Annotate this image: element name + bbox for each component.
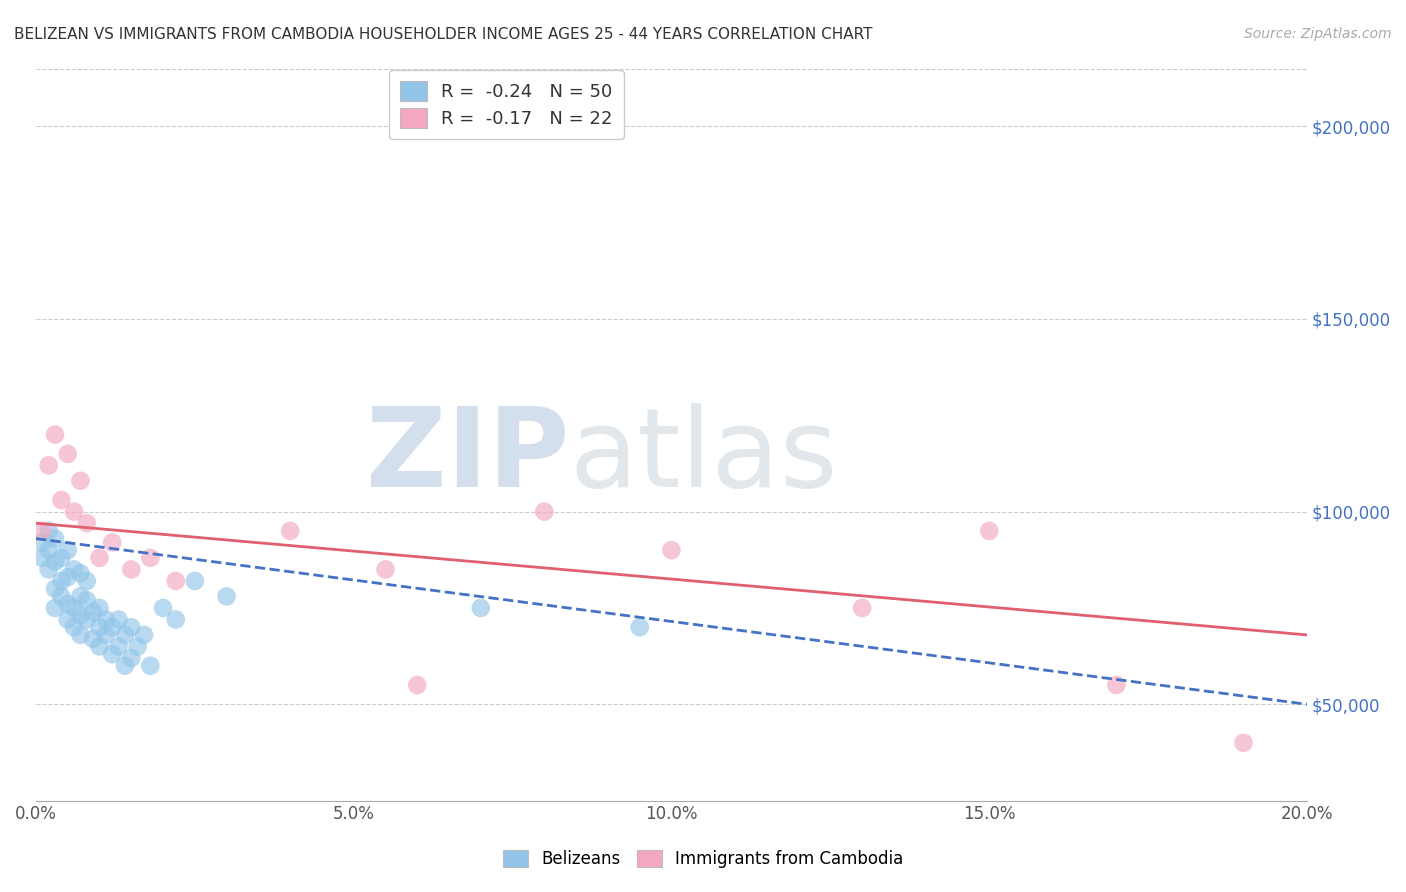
Point [82, 632, 104, 646]
Point [38, 543, 60, 558]
Point [44, 582, 66, 596]
Point [94, 613, 117, 627]
Point [38, 458, 60, 473]
Point [44, 601, 66, 615]
Text: BELIZEAN VS IMMIGRANTS FROM CAMBODIA HOUSEHOLDER INCOME AGES 25 - 44 YEARS CORRE: BELIZEAN VS IMMIGRANTS FROM CAMBODIA HOU… [14, 27, 873, 42]
Point [69, 474, 91, 488]
Point [56, 597, 79, 611]
Point [661, 543, 683, 558]
Point [76, 516, 98, 531]
Point [278, 524, 301, 538]
Point [89, 620, 111, 634]
Point [51, 493, 73, 508]
Point [127, 640, 149, 654]
Point [44, 427, 66, 442]
Point [101, 620, 124, 634]
Point [165, 613, 187, 627]
Point [184, 574, 207, 588]
Point [1105, 678, 1128, 692]
Point [51, 590, 73, 604]
Point [63, 562, 86, 576]
Point [38, 524, 60, 538]
Point [107, 640, 129, 654]
Point [89, 640, 111, 654]
Point [51, 550, 73, 565]
Point [165, 574, 187, 588]
Point [31, 550, 53, 565]
Point [56, 613, 79, 627]
Point [374, 562, 396, 576]
Point [132, 628, 155, 642]
Point [1232, 736, 1254, 750]
Point [56, 543, 79, 558]
Point [979, 524, 1001, 538]
Point [89, 550, 111, 565]
Point [470, 601, 492, 615]
Point [38, 562, 60, 576]
Point [139, 550, 162, 565]
Legend: R =  -0.24   N = 50, R =  -0.17   N = 22: R = -0.24 N = 50, R = -0.17 N = 22 [389, 70, 623, 139]
Point [82, 605, 104, 619]
Point [101, 647, 124, 661]
Point [152, 601, 174, 615]
Point [628, 620, 651, 634]
Point [120, 562, 142, 576]
Point [107, 613, 129, 627]
Point [69, 608, 91, 623]
Point [120, 620, 142, 634]
Point [44, 532, 66, 546]
Point [94, 628, 117, 642]
Point [44, 555, 66, 569]
Point [63, 505, 86, 519]
Legend: Belizeans, Immigrants from Cambodia: Belizeans, Immigrants from Cambodia [496, 843, 910, 875]
Point [76, 593, 98, 607]
Text: ZIP: ZIP [367, 403, 569, 510]
Point [69, 628, 91, 642]
Text: Source: ZipAtlas.com: Source: ZipAtlas.com [1244, 27, 1392, 41]
Point [851, 601, 873, 615]
Point [101, 535, 124, 549]
Point [120, 651, 142, 665]
Point [89, 601, 111, 615]
Point [63, 620, 86, 634]
Point [139, 658, 162, 673]
Point [56, 570, 79, 584]
Point [69, 566, 91, 581]
Point [533, 505, 555, 519]
Text: atlas: atlas [569, 403, 838, 510]
Point [63, 601, 86, 615]
Point [76, 574, 98, 588]
Point [31, 535, 53, 549]
Point [56, 447, 79, 461]
Point [51, 574, 73, 588]
Point [31, 524, 53, 538]
Point [114, 658, 136, 673]
Point [69, 590, 91, 604]
Point [114, 628, 136, 642]
Point [76, 613, 98, 627]
Point [406, 678, 429, 692]
Point [215, 590, 238, 604]
